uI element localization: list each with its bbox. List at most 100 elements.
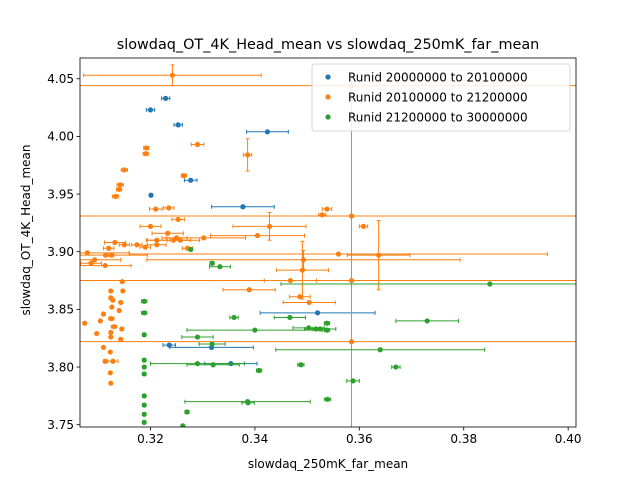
point-marker xyxy=(324,206,330,212)
point-marker xyxy=(188,177,194,183)
chart-title: slowdaq_OT_4K_Head_mean vs slowdaq_250mK… xyxy=(117,37,540,53)
data-point xyxy=(80,262,132,269)
point-marker xyxy=(121,242,127,248)
y-tick-label: 3.85 xyxy=(47,303,74,317)
point-marker xyxy=(244,152,251,158)
data-point xyxy=(110,297,116,303)
point-marker xyxy=(141,332,147,338)
point-marker xyxy=(175,216,181,223)
axes: 0.32 0.34 0.36 0.38 0.40 3.75 3.80 3.85 3.90 3.95… xyxy=(47,57,582,446)
point-marker xyxy=(348,339,355,345)
data-point xyxy=(141,357,147,363)
legend-label: Runid 20000000 to 20100000 xyxy=(348,71,528,85)
data-point xyxy=(242,138,253,172)
point-marker xyxy=(266,223,273,229)
data-point xyxy=(210,232,306,239)
data-point xyxy=(358,223,369,229)
data-point xyxy=(181,334,214,340)
data-point xyxy=(190,141,205,148)
data-point xyxy=(173,122,183,128)
data-point xyxy=(131,242,143,248)
point-marker xyxy=(194,334,201,340)
data-point xyxy=(160,95,171,101)
x-tick-label: 0.36 xyxy=(346,432,373,446)
data-point xyxy=(180,423,186,427)
data-point xyxy=(108,316,115,322)
point-marker xyxy=(117,182,123,188)
point-marker xyxy=(100,311,107,317)
data-point xyxy=(183,177,198,183)
data-point xyxy=(141,402,147,408)
point-marker xyxy=(298,362,304,368)
data-point xyxy=(273,314,307,321)
point-marker xyxy=(116,186,122,193)
y-tick-label: 4.00 xyxy=(47,130,74,144)
data-point xyxy=(119,326,125,332)
point-marker xyxy=(169,72,176,78)
data-point xyxy=(188,246,194,253)
data-point xyxy=(323,320,331,326)
data-point xyxy=(107,349,113,355)
data-point xyxy=(259,310,376,316)
data-point xyxy=(186,362,240,368)
data-point xyxy=(80,260,102,266)
legend-label: Runid 21200000 to 30000000 xyxy=(348,111,528,125)
data-point xyxy=(141,411,147,417)
data-point xyxy=(141,364,147,370)
point-marker xyxy=(209,341,215,347)
data-point xyxy=(208,264,231,270)
point-marker xyxy=(108,252,114,258)
point-marker xyxy=(175,122,181,128)
data-point xyxy=(282,299,336,306)
data-point xyxy=(100,344,107,351)
point-marker xyxy=(108,334,114,340)
point-marker xyxy=(118,336,124,342)
point-marker xyxy=(88,260,94,266)
data-point xyxy=(141,419,147,425)
data-point xyxy=(97,318,103,324)
point-marker xyxy=(163,95,169,101)
point-marker xyxy=(116,307,122,314)
data-point xyxy=(346,378,360,384)
data-point xyxy=(321,206,333,212)
point-marker xyxy=(231,314,237,321)
data-point xyxy=(120,167,129,173)
data-point xyxy=(109,304,115,310)
point-marker xyxy=(147,223,154,229)
data-point xyxy=(118,299,124,306)
y-tick-label: 3.80 xyxy=(47,360,74,374)
point-marker xyxy=(141,419,147,425)
data-point xyxy=(118,242,131,248)
x-tick-label: 0.40 xyxy=(555,432,582,446)
data-point xyxy=(297,362,305,368)
point-marker xyxy=(134,242,140,248)
point-marker xyxy=(102,252,109,258)
point-marker xyxy=(141,371,147,377)
data-point xyxy=(139,223,162,229)
point-marker xyxy=(487,281,493,287)
point-marker xyxy=(107,370,113,376)
point-marker xyxy=(92,257,98,263)
x-tick-label: 0.38 xyxy=(450,432,477,446)
data-point xyxy=(108,252,115,258)
data-point xyxy=(139,244,151,250)
data-point xyxy=(391,364,401,370)
point-marker xyxy=(102,358,108,364)
point-marker xyxy=(300,257,307,263)
point-marker xyxy=(109,304,115,310)
point-marker xyxy=(306,299,312,306)
point-marker xyxy=(188,246,194,253)
point-marker xyxy=(121,167,127,173)
data-point xyxy=(146,237,201,243)
point-marker xyxy=(348,277,355,284)
point-marker xyxy=(141,402,147,408)
point-marker xyxy=(360,223,367,229)
point-marker xyxy=(97,318,103,324)
data-point xyxy=(184,409,190,415)
point-marker xyxy=(112,239,118,246)
data-point xyxy=(323,396,332,402)
data-point xyxy=(184,399,311,405)
data-point xyxy=(116,186,123,193)
point-marker xyxy=(194,141,201,148)
point-marker xyxy=(184,409,190,415)
